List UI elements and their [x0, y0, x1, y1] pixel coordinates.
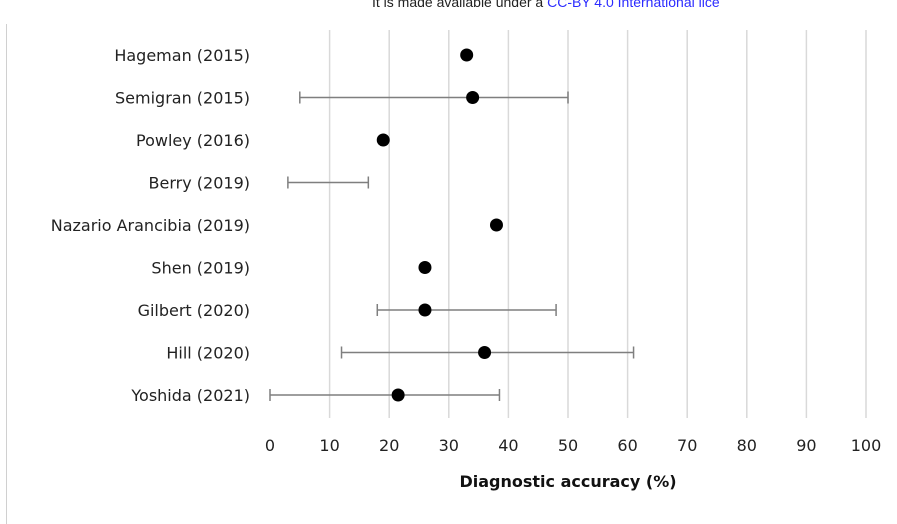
grid-lines	[328, 30, 867, 418]
error-bar	[287, 176, 370, 189]
x-tick-label: 30	[439, 436, 459, 455]
x-tick-label: 80	[737, 436, 757, 455]
x-tick-label: 10	[319, 436, 339, 455]
point-marker	[418, 303, 432, 317]
study-label: Gilbert (2020)	[138, 301, 250, 320]
x-tick-label: 70	[677, 436, 697, 455]
study-label: Shen (2019)	[151, 259, 250, 278]
left-border	[6, 24, 7, 524]
point-marker	[460, 48, 474, 62]
error-bars	[269, 91, 635, 401]
x-tick-label: 20	[379, 436, 399, 455]
study-label: Powley (2016)	[136, 131, 250, 150]
study-label: Semigran (2015)	[115, 89, 250, 108]
point-marker	[376, 133, 390, 147]
study-label: Nazario Arancibia (2019)	[51, 216, 250, 235]
study-label: Berry (2019)	[149, 174, 250, 193]
x-tick-label: 90	[796, 436, 816, 455]
license-text: It is made available under a	[372, 0, 548, 10]
x-tick-labels: 0 10 20 30 40 50 60 70 80 90 100	[265, 436, 881, 455]
x-tick-label: 0	[265, 436, 275, 455]
point-marker	[418, 261, 432, 274]
x-tick-label: 100	[851, 436, 882, 455]
study-label: Yoshida (2021)	[130, 386, 250, 405]
error-bar	[299, 91, 569, 104]
x-tick-label: 50	[558, 436, 578, 455]
point-marker	[489, 218, 503, 232]
point-marker	[391, 388, 405, 402]
point-estimates	[376, 48, 503, 402]
study-labels: Hageman (2015) Semigran (2015) Powley (201…	[51, 46, 250, 405]
point-marker	[478, 346, 492, 359]
x-tick-label: 60	[617, 436, 637, 455]
x-axis-title: Diagnostic accuracy (%)	[459, 472, 676, 491]
error-bar	[269, 389, 501, 401]
error-bar	[376, 304, 557, 316]
study-label: Hill (2020)	[166, 344, 250, 363]
study-label: Hageman (2015)	[114, 46, 250, 65]
license-link[interactable]: CC-BY 4.0 International lice	[547, 0, 720, 10]
license-banner: It is made available under a CC-BY 4.0 I…	[372, 0, 720, 10]
point-marker	[466, 91, 480, 104]
x-tick-label: 40	[498, 436, 518, 455]
